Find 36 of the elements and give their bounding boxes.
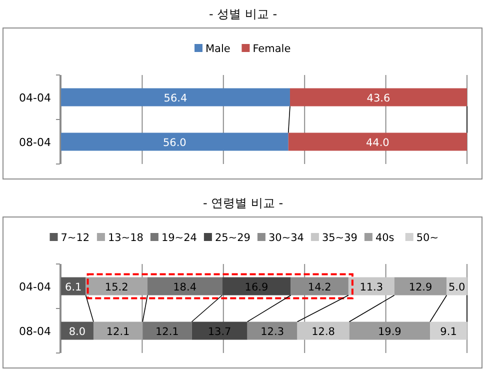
- data-label: 6.1: [65, 281, 82, 294]
- data-label: 16.9: [244, 281, 268, 294]
- data-label: 12.9: [408, 281, 432, 294]
- data-label: 12.3: [260, 326, 284, 338]
- legend-label: 35~39: [322, 232, 358, 244]
- legend-label: 19~24: [161, 232, 198, 244]
- data-label: 12.1: [106, 326, 130, 338]
- data-label: 43.6: [366, 92, 390, 104]
- data-label: 44.0: [366, 136, 390, 149]
- data-label: 11.3: [360, 281, 384, 294]
- y-tick-label: 08-04: [19, 136, 51, 149]
- data-label: 18.4: [173, 281, 197, 294]
- legend-label: 40s: [375, 232, 394, 244]
- data-label: 5.0: [448, 281, 466, 294]
- legend-label: 13~18: [108, 232, 144, 244]
- data-label: 19.9: [378, 326, 402, 338]
- data-label: 12.1: [155, 326, 179, 338]
- data-label: 8.0: [68, 326, 86, 338]
- data-label: 56.0: [162, 136, 186, 149]
- data-label: 9.1: [440, 326, 457, 338]
- legend-label: 7~12: [60, 232, 90, 244]
- y-tick-label: 04-04: [19, 91, 51, 104]
- legend-label: 50~: [416, 232, 439, 244]
- data-label: 56.4: [164, 92, 188, 104]
- y-tick-label: 08-04: [19, 324, 51, 338]
- legend-label: Female: [252, 43, 291, 55]
- legend-label: Male: [206, 43, 230, 55]
- chart-title: - 성별 비교 -: [208, 7, 278, 21]
- data-label: 12.8: [312, 326, 335, 338]
- y-tick-label: 04-04: [19, 280, 51, 294]
- legend-label: 30~34: [268, 232, 304, 244]
- data-label: 15.2: [104, 281, 128, 294]
- data-label: 13.7: [208, 326, 232, 338]
- chart-title: - 연령별 비교 -: [202, 196, 284, 210]
- data-label: 14.2: [308, 281, 332, 294]
- legend-label: 25~29: [214, 232, 250, 244]
